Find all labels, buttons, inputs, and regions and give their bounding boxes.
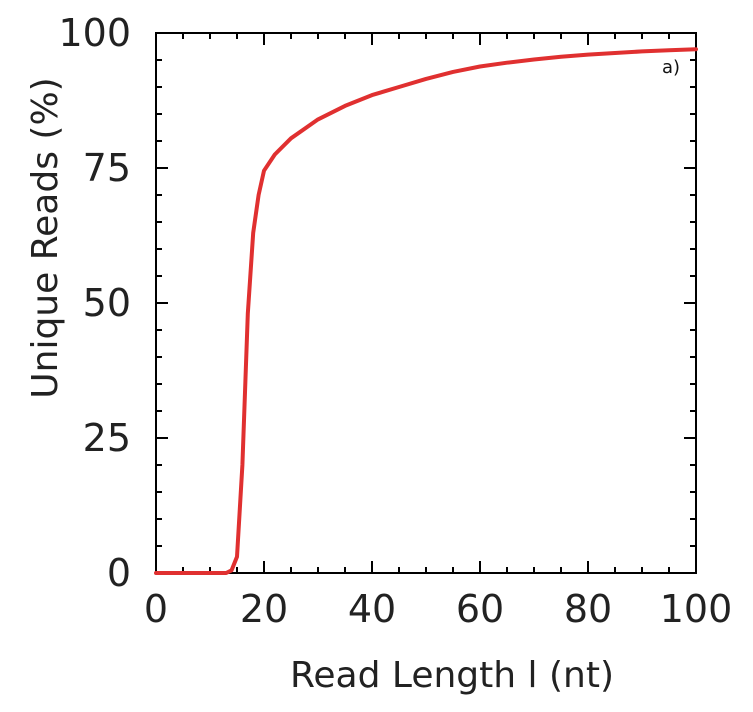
panel-label: a)	[662, 57, 680, 78]
y-tick-label: 75	[83, 146, 131, 190]
plot-area	[155, 32, 697, 574]
tick-labels: 0 20 40 60 80 100 0 25 50 75 100	[58, 11, 732, 631]
y-tick-label: 50	[83, 281, 131, 325]
x-tick-label: 0	[144, 587, 168, 631]
x-tick-label: 20	[240, 587, 288, 631]
series-lines	[154, 47, 698, 575]
axis-ticks	[155, 32, 697, 574]
x-tick-label: 80	[564, 587, 612, 631]
y-tick-label: 0	[107, 551, 131, 595]
y-tick-label: 100	[58, 11, 131, 55]
x-axis-label: Read Length l (nt)	[290, 655, 614, 696]
x-tick-label: 40	[348, 587, 396, 631]
x-tick-label: 60	[456, 587, 504, 631]
x-tick-label: 100	[660, 587, 733, 631]
y-tick-label: 25	[83, 416, 131, 460]
y-axis-label: Unique Reads (%)	[25, 77, 66, 398]
series-line	[154, 47, 698, 575]
